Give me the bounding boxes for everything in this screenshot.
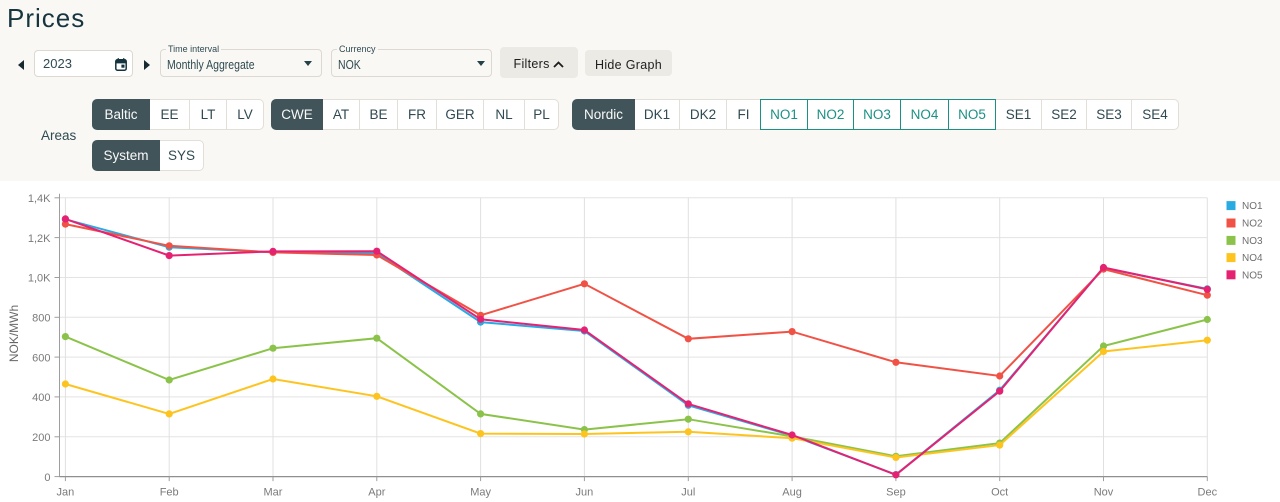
svg-text:1,4K: 1,4K xyxy=(28,193,51,205)
svg-text:200: 200 xyxy=(32,432,50,444)
svg-text:Mar: Mar xyxy=(264,487,283,499)
svg-text:Oct: Oct xyxy=(991,487,1008,499)
svg-text:May: May xyxy=(470,487,491,499)
svg-text:Apr: Apr xyxy=(368,487,385,499)
svg-text:0: 0 xyxy=(44,472,50,484)
svg-text:NO5: NO5 xyxy=(1242,270,1263,281)
svg-text:400: 400 xyxy=(32,392,50,404)
svg-text:Dec: Dec xyxy=(1198,487,1218,499)
svg-text:Jul: Jul xyxy=(681,487,695,499)
svg-text:NO1: NO1 xyxy=(1242,201,1263,212)
svg-text:800: 800 xyxy=(32,313,50,325)
svg-text:1,2K: 1,2K xyxy=(28,233,51,245)
svg-text:NO2: NO2 xyxy=(1242,219,1263,230)
svg-text:NO3: NO3 xyxy=(1242,236,1263,247)
svg-text:Jan: Jan xyxy=(57,487,75,499)
svg-text:NOK/MWh: NOK/MWh xyxy=(7,305,21,362)
svg-text:Feb: Feb xyxy=(160,487,179,499)
svg-text:NO4: NO4 xyxy=(1242,253,1263,264)
svg-text:Aug: Aug xyxy=(782,487,802,499)
svg-text:Sep: Sep xyxy=(886,487,906,499)
svg-text:Jun: Jun xyxy=(576,487,594,499)
svg-text:600: 600 xyxy=(32,352,50,364)
svg-text:Nov: Nov xyxy=(1094,487,1114,499)
svg-text:1,0K: 1,0K xyxy=(28,273,51,285)
